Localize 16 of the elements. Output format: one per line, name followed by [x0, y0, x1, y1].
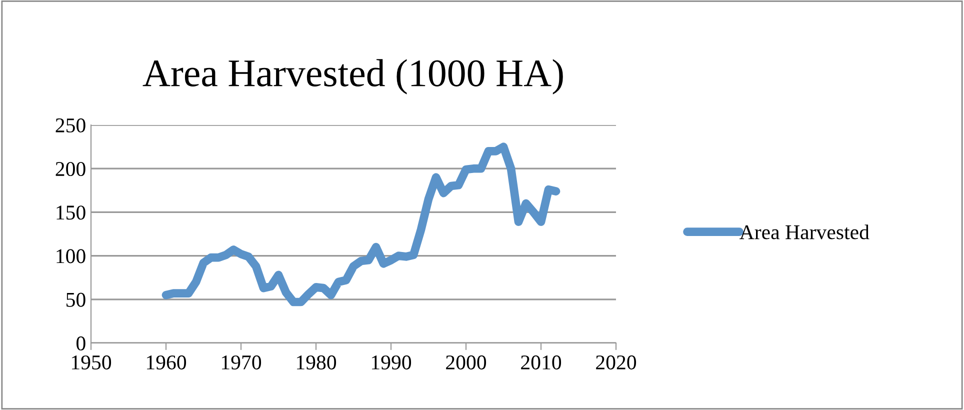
x-tick-label: 1960 [147, 355, 186, 370]
x-tick-label: 1950 [72, 355, 112, 370]
y-tick-label: 250 [56, 118, 86, 132]
x-tick-label: 2010 [521, 355, 562, 370]
chart-title: Area Harvested (1000 HA) [142, 59, 563, 94]
legend-label: Area Harvested [740, 224, 870, 240]
x-tick-label: 2000 [446, 355, 486, 370]
x-tick-label: 2020 [596, 355, 636, 370]
x-tick-label: 1990 [372, 355, 412, 370]
y-tick-label: 100 [56, 249, 86, 264]
y-tick-label: 0 [76, 336, 86, 350]
y-tick-label: 200 [56, 162, 86, 176]
y-tick-label: 150 [56, 206, 86, 220]
y-tick-label: 50 [66, 292, 86, 307]
x-tick-label: 1970 [222, 355, 262, 370]
x-tick-label: 1980 [297, 355, 336, 370]
